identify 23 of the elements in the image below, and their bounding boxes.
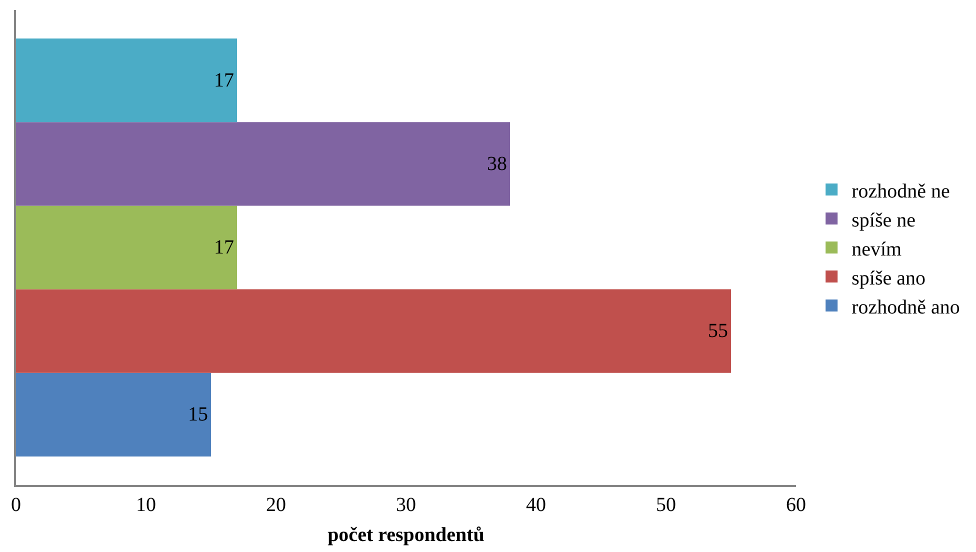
legend-label: rozhodně ne [852,180,950,202]
x-tick-label: 10 [136,494,156,516]
x-tick-label: 60 [786,494,806,516]
bar [16,38,237,122]
legend-label: spíše ano [852,267,926,290]
bar [16,289,731,373]
x-axis-title: počet respondentů [328,524,484,546]
data-label: 17 [214,69,234,92]
data-label: 55 [708,320,728,342]
bar [16,372,211,456]
bar [16,206,237,290]
data-label: 15 [188,404,208,426]
legend-label: spíše ne [852,209,916,232]
data-label: 17 [214,236,234,258]
x-tick-label: 20 [266,494,286,516]
x-tick-label: 50 [656,494,676,516]
x-tick-label: 40 [526,494,546,516]
data-label: 38 [487,152,507,175]
legend-label: nevím [852,238,902,260]
legend-label: rozhodně ano [852,296,960,318]
x-tick-label: 0 [11,494,21,516]
bar [16,122,510,206]
x-tick-label: 30 [396,494,416,516]
